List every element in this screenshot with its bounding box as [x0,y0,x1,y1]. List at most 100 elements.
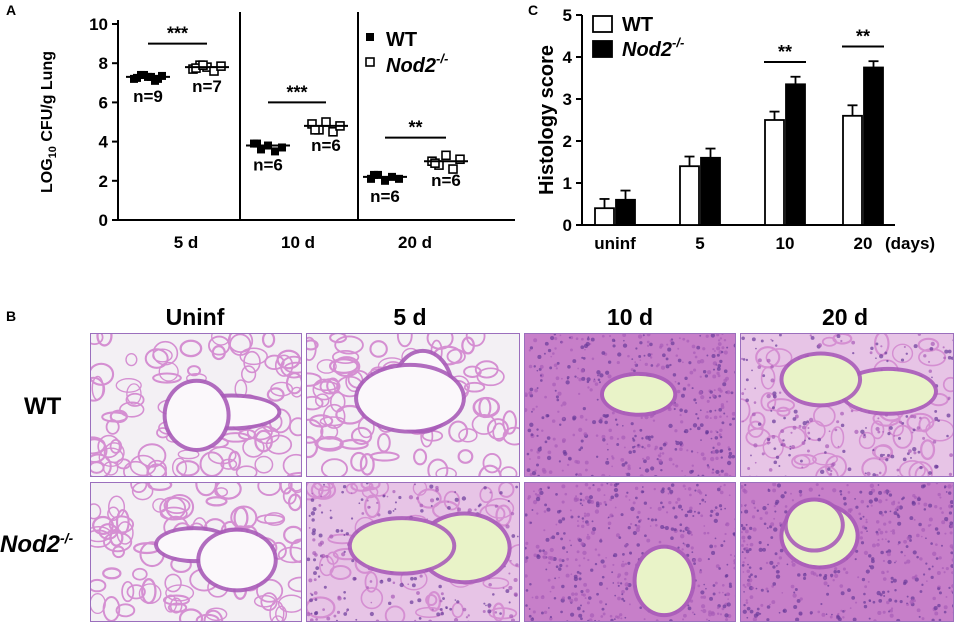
nucleus-dot [536,387,539,389]
nucleus-dot [949,531,953,535]
nucleus-dot [668,457,673,462]
alveolus-wall [277,546,301,564]
nucleus-dot [642,334,645,337]
nucleus-dot [620,617,623,620]
nucleus-dot [527,428,532,433]
nucleus-dot [794,414,799,419]
nucleus-dot [948,472,953,476]
alveolus-wall [332,356,361,378]
nucleus-dot [706,531,710,535]
nucleus-dot [916,608,921,613]
nucleus-dot [343,550,346,553]
nucleus-dot [534,595,539,600]
nucleus-dot [840,609,843,612]
nucleus-dot [712,368,716,371]
nucleus-dot [878,490,883,495]
alveolus-wall [137,443,167,468]
nucleus-dot [679,408,683,412]
nucleus-dot [723,540,726,543]
nucleus-dot [757,422,762,426]
nucleus-dot [688,361,692,365]
nucleus-dot [849,508,853,512]
nucleus-dot [553,334,557,336]
nucleus-dot [525,574,528,578]
nucleus-dot [861,577,866,582]
alveolus-wall [747,420,764,438]
nucleus-dot [749,526,753,530]
nucleus-dot [710,334,715,338]
nucleus-dot [369,580,373,583]
nucleus-dot [551,419,556,423]
nucleus-dot [897,521,902,526]
alveolus-wall [502,410,517,435]
alveolus-wall [96,334,113,347]
nucleus-dot [600,559,605,564]
alveolus-wall [158,361,179,382]
nucleus-dot [882,577,887,581]
nucleus-dot [689,506,693,510]
nucleus-dot [718,504,723,508]
row-header-nod2-label: Nod2 [0,531,60,558]
nucleus-dot [515,485,519,489]
nucleus-dot [854,429,859,434]
alveolus-wall [917,337,940,352]
nucleus-dot [595,455,599,458]
alveolus-wall [167,602,188,613]
nucleus-dot [535,544,540,549]
nucleus-dot [672,463,675,466]
nucleus-dot [836,334,841,339]
nucleus-dot [615,615,618,619]
nucleus-dot [858,512,862,516]
nucleus-dot [878,510,883,515]
nucleus-dot [719,485,722,488]
nucleus-dot [719,428,723,433]
alveolus-wall [328,358,359,374]
alveolus-wall [112,545,125,559]
nucleus-dot [646,334,651,337]
nucleus-dot [542,595,544,597]
nucleus-dot [749,595,754,599]
nucleus-dot [699,409,702,412]
nucleus-dot [679,443,682,446]
nucleus-dot [440,611,444,616]
nucleus-dot [752,527,757,532]
nucleus-dot [694,355,698,359]
nucleus-dot [689,370,694,375]
nucleus-dot [570,573,573,576]
nucleus-dot [576,606,581,611]
nucleus-dot [690,533,693,536]
nucleus-dot [595,501,600,505]
nucleus-dot [731,411,735,416]
nucleus-dot [751,499,756,504]
nucleus-dot [862,434,867,439]
nucleus-dot [726,390,731,395]
nucleus-dot [751,337,756,342]
nucleus-dot [329,534,334,539]
nucleus-dot [894,561,896,564]
nucleus-dot [770,536,774,539]
nucleus-dot [572,359,577,364]
nucleus-dot [577,520,579,522]
nucleus-dot [687,527,690,531]
nucleus-dot [877,430,881,434]
wt-bar [764,119,785,226]
nucleus-dot [394,508,397,511]
nucleus-dot [621,462,626,467]
nucleus-dot [742,571,745,573]
nucleus-dot [875,530,879,534]
nucleus-dot [660,468,663,472]
nucleus-dot [753,506,757,509]
nucleus-dot [597,378,601,382]
nucleus-dot [508,572,511,575]
nucleus-dot [310,498,315,502]
nucleus-dot [851,340,856,345]
nucleus-dot [748,475,752,476]
nucleus-dot [549,366,553,370]
nucleus-dot [742,609,747,614]
nucleus-dot [541,429,544,432]
nucleus-dot [937,603,941,608]
nucleus-dot [619,613,623,617]
nucleus-dot [681,548,684,551]
wt-data-point [271,147,279,156]
nucleus-dot [754,461,757,464]
